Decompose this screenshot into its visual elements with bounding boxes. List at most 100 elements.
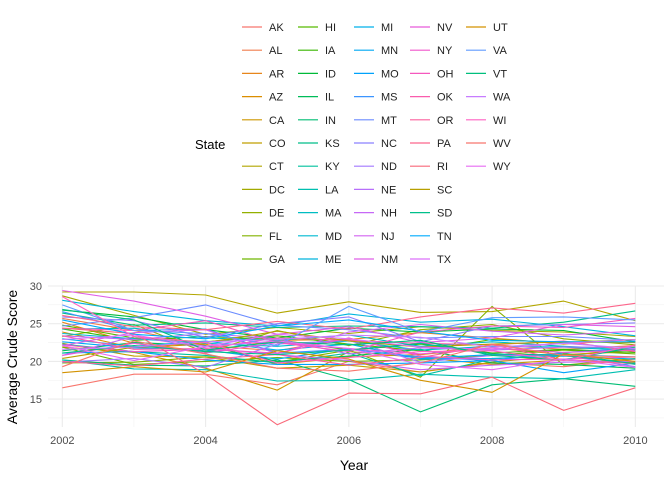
legend-label: DC xyxy=(269,184,285,196)
legend-label: RI xyxy=(437,161,448,173)
legend-item-or: OR xyxy=(410,115,454,127)
legend-item-nd: ND xyxy=(354,161,397,173)
legend-label: OK xyxy=(437,92,454,104)
legend-item-ne: NE xyxy=(354,184,396,196)
legend-label: MS xyxy=(381,92,398,104)
y-tick-label: 25 xyxy=(30,319,42,331)
series-line-wi xyxy=(62,296,636,364)
legend-item-ak: AK xyxy=(242,22,284,34)
legend-item-ct: CT xyxy=(242,161,284,173)
legend-label: IL xyxy=(325,92,334,104)
legend-item-mo: MO xyxy=(354,68,399,80)
plot-area xyxy=(48,285,664,427)
legend-label: ND xyxy=(381,161,397,173)
legend-label: WI xyxy=(493,115,506,127)
legend-item-ut: UT xyxy=(466,22,508,34)
legend-label: NJ xyxy=(381,231,394,243)
series-line-me xyxy=(62,299,636,337)
series-line-ct xyxy=(62,291,636,322)
y-axis: 15 20 25 30 xyxy=(30,281,42,406)
x-tick-label: 2008 xyxy=(480,435,504,447)
series-line-va xyxy=(62,304,636,347)
legend-item-fl: FL xyxy=(242,231,282,243)
legend-item-ca: CA xyxy=(242,115,285,127)
legend-label: WV xyxy=(493,138,511,150)
series-line-sd xyxy=(62,342,636,365)
legend-label: OR xyxy=(437,115,454,127)
legend-label: NV xyxy=(437,22,453,34)
legend-item-me: ME xyxy=(298,254,342,266)
legend-label: SD xyxy=(437,208,452,220)
series-line-wv xyxy=(62,340,636,372)
legend-item-mi: MI xyxy=(354,22,393,34)
legend-item-ok: OK xyxy=(410,92,454,104)
legend-label: PA xyxy=(437,138,452,150)
y-tick-label: 30 xyxy=(30,281,42,293)
legend-label: AL xyxy=(269,45,282,57)
legend-label: KY xyxy=(325,161,340,173)
legend-item-nm: NM xyxy=(354,254,398,266)
legend-label: AZ xyxy=(269,92,283,104)
series-line-mt xyxy=(62,304,636,341)
legend-label: MI xyxy=(381,22,393,34)
legend-label: AR xyxy=(269,68,284,80)
legend-label: HI xyxy=(325,22,336,34)
legend-label: ME xyxy=(325,254,342,266)
series-line-ut xyxy=(62,350,636,393)
legend-label: VT xyxy=(493,68,507,80)
legend-item-pa: PA xyxy=(410,138,452,150)
legend-label: GA xyxy=(269,254,286,266)
legend-item-nj: NJ xyxy=(354,231,394,243)
legend-item-ia: IA xyxy=(298,45,336,57)
legend-item-wv: WV xyxy=(466,138,511,150)
legend-item-de: DE xyxy=(242,208,284,220)
legend-label: NC xyxy=(381,138,397,150)
legend-item-tx: TX xyxy=(410,254,452,266)
legend-label: MA xyxy=(325,208,342,220)
legend-label: KS xyxy=(325,138,340,150)
series-line-mo xyxy=(62,351,636,374)
legend-item-oh: OH xyxy=(410,68,454,80)
series-line-pa xyxy=(62,302,636,331)
legend-item-az: AZ xyxy=(242,92,283,104)
legend-item-vt: VT xyxy=(466,68,507,80)
legend-item-wy: WY xyxy=(466,161,511,173)
legend-item-tn: TN xyxy=(410,231,452,243)
legend-label: NY xyxy=(437,45,453,57)
legend-item-nc: NC xyxy=(354,138,397,150)
x-axis-title: Year xyxy=(340,457,369,473)
legend-label: DE xyxy=(269,208,284,220)
legend-item-mn: MN xyxy=(354,45,398,57)
legend-label: CT xyxy=(269,161,284,173)
y-tick-label: 15 xyxy=(30,394,42,406)
legend-title: State xyxy=(195,137,225,152)
legend-item-co: CO xyxy=(242,138,286,150)
legend-label: NH xyxy=(381,208,397,220)
series-line-wy xyxy=(62,340,636,371)
legend-label: MO xyxy=(381,68,399,80)
x-tick-label: 2002 xyxy=(50,435,74,447)
legend-item-la: LA xyxy=(298,184,339,196)
legend-label: FL xyxy=(269,231,282,243)
y-axis-title: Average Crude Score xyxy=(4,290,20,425)
legend-item-dc: DC xyxy=(242,184,285,196)
legend-item-in: IN xyxy=(298,115,336,127)
legend-label: WA xyxy=(493,92,511,104)
legend-item-al: AL xyxy=(242,45,282,57)
legend-label: TN xyxy=(437,231,452,243)
legend-label: UT xyxy=(493,22,508,34)
legend-item-wa: WA xyxy=(466,92,511,104)
series-line-ne xyxy=(62,332,636,355)
series-line-in xyxy=(62,359,636,413)
x-tick-label: 2010 xyxy=(623,435,647,447)
legend-item-hi: HI xyxy=(298,22,336,34)
legend-item-il: IL xyxy=(298,92,334,104)
x-axis: 2002 2004 2006 2008 2010 xyxy=(50,435,648,447)
legend-label: MT xyxy=(381,115,397,127)
legend-label: VA xyxy=(493,45,508,57)
legend-label: WY xyxy=(493,161,511,173)
legend-label: ID xyxy=(325,68,336,80)
legend-label: NE xyxy=(381,184,396,196)
legend-item-sd: SD xyxy=(410,208,452,220)
